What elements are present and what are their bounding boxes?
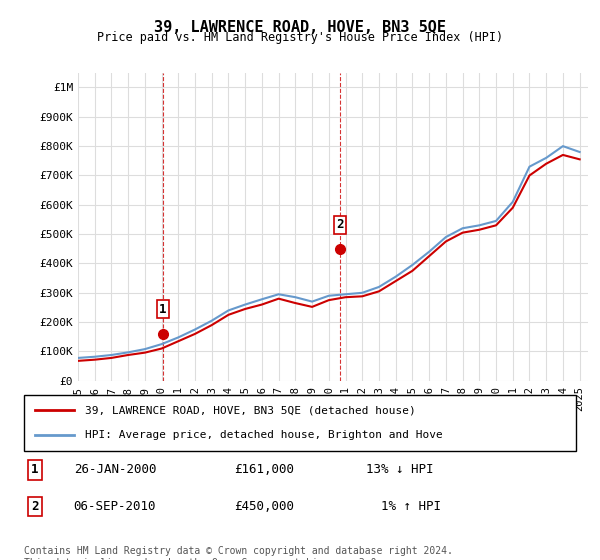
- Text: £161,000: £161,000: [234, 463, 294, 477]
- Text: 1: 1: [159, 303, 167, 316]
- Text: HPI: Average price, detached house, Brighton and Hove: HPI: Average price, detached house, Brig…: [85, 430, 442, 440]
- FancyBboxPatch shape: [24, 395, 576, 451]
- Text: 26-JAN-2000: 26-JAN-2000: [74, 463, 156, 477]
- Text: Contains HM Land Registry data © Crown copyright and database right 2024.
This d: Contains HM Land Registry data © Crown c…: [24, 546, 453, 560]
- Text: 2: 2: [336, 218, 344, 231]
- Text: 13% ↓ HPI: 13% ↓ HPI: [366, 463, 434, 477]
- Text: 1% ↑ HPI: 1% ↑ HPI: [366, 500, 441, 513]
- Text: Price paid vs. HM Land Registry's House Price Index (HPI): Price paid vs. HM Land Registry's House …: [97, 31, 503, 44]
- Text: 06-SEP-2010: 06-SEP-2010: [74, 500, 156, 513]
- Text: 1: 1: [31, 463, 39, 477]
- Text: 2: 2: [31, 500, 39, 513]
- Text: 39, LAWRENCE ROAD, HOVE, BN3 5QE (detached house): 39, LAWRENCE ROAD, HOVE, BN3 5QE (detach…: [85, 405, 415, 416]
- Text: £450,000: £450,000: [234, 500, 294, 513]
- Text: 39, LAWRENCE ROAD, HOVE, BN3 5QE: 39, LAWRENCE ROAD, HOVE, BN3 5QE: [154, 20, 446, 35]
